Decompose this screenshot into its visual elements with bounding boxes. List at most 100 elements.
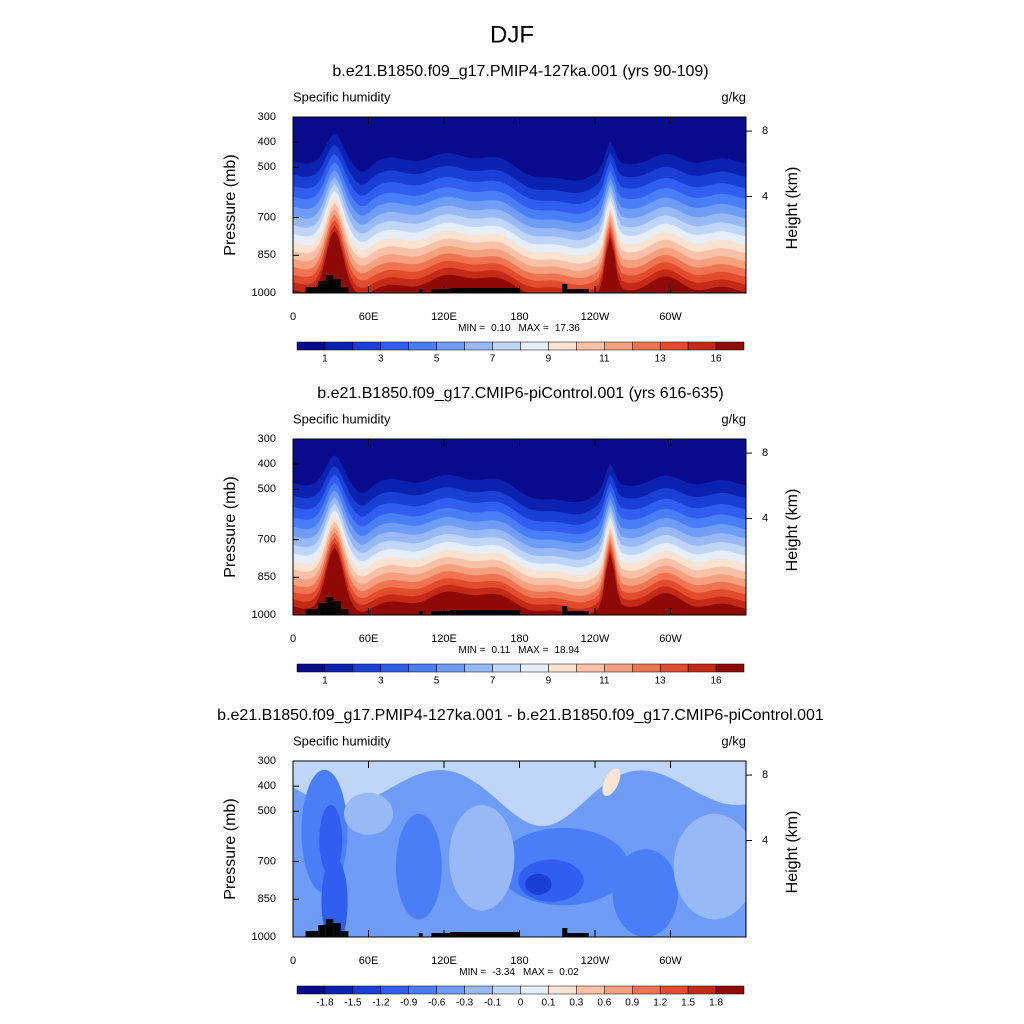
x-tick-label: 60W — [659, 633, 682, 645]
topography — [450, 610, 520, 615]
contour-fill — [293, 537, 746, 615]
y2-tick-label: 8 — [762, 125, 768, 137]
min-max: MIN = 0.10 MAX = 17.36 — [458, 323, 580, 334]
colorbar-box — [296, 663, 326, 673]
min-max-part: 0.11 — [491, 645, 510, 656]
colorbar-label: -1.5 — [344, 998, 362, 1009]
colorbar-label: 7 — [490, 354, 496, 365]
panel-title: b.e21.B1850.f09_g17.CMIP6-piControl.001 … — [317, 385, 723, 402]
topography — [340, 931, 349, 937]
panel-title: b.e21.B1850.f09_g17.PMIP4-127ka.001 (yrs… — [332, 63, 708, 80]
topography — [567, 933, 589, 937]
colorbar-label: 1.5 — [681, 998, 695, 1009]
y2-tick-label: 8 — [762, 769, 768, 781]
colorbar-label: 7 — [490, 676, 496, 687]
topography — [567, 611, 589, 615]
y-tick-label: 1000 — [252, 287, 276, 299]
topography — [562, 928, 568, 937]
colorbar-label: 16 — [711, 354, 723, 365]
colorbar-label: 0 — [518, 998, 524, 1009]
x-tick-label: 120E — [431, 633, 457, 645]
y-tick-label: 1000 — [252, 609, 276, 621]
left-title: Specific humidity — [293, 89, 391, 104]
colorbar-box — [464, 341, 493, 351]
topography — [340, 609, 349, 615]
colorbar-label: 13 — [655, 676, 667, 687]
x-tick-label: 120E — [431, 311, 457, 323]
colorbar-box — [687, 985, 717, 995]
y-axis-label: Pressure (mb) — [222, 798, 239, 899]
topography — [418, 611, 423, 615]
colorbar-label: 1 — [322, 676, 328, 687]
min-max-part: MAX = — [523, 967, 553, 978]
x-tick-label: 60W — [659, 311, 682, 323]
min-max-part: 17.36 — [555, 323, 580, 334]
colorbar-box — [632, 341, 661, 351]
colorbar-label: -1.2 — [372, 998, 390, 1009]
colorbar-box — [520, 985, 549, 995]
y2-tick-label: 8 — [762, 447, 768, 459]
contour-field — [293, 761, 746, 937]
colorbar-label: -0.1 — [484, 998, 502, 1009]
y-tick-label: 850 — [258, 249, 276, 261]
x-tick-label: 0 — [290, 633, 296, 645]
topography — [450, 932, 520, 937]
min-max-part: MIN = — [459, 967, 486, 978]
colorbar-box — [296, 341, 326, 351]
colorbar-box — [604, 341, 633, 351]
x-tick-label: 60E — [359, 311, 379, 323]
colorbar-label: 9 — [546, 354, 552, 365]
x-tick-label: 0 — [290, 311, 296, 323]
colorbar-box — [324, 985, 354, 995]
contour-field — [293, 117, 746, 293]
colorbar-box — [520, 341, 549, 351]
y-tick-label: 850 — [258, 893, 276, 905]
y-tick-label: 1000 — [252, 931, 276, 943]
topography — [318, 925, 326, 937]
left-title: Specific humidity — [293, 411, 391, 426]
colorbar-box — [687, 341, 717, 351]
x-tick-label: 60E — [359, 633, 379, 645]
contour-fill — [293, 219, 746, 293]
colorbar-label: 5 — [434, 354, 440, 365]
topography — [431, 611, 451, 615]
x-tick-label: 120W — [581, 955, 610, 967]
topography — [562, 606, 568, 615]
colorbar-label: -1.8 — [316, 998, 334, 1009]
colorbar-box — [715, 341, 745, 351]
contour-fill — [602, 768, 621, 797]
colorbar-label: 16 — [711, 676, 723, 687]
min-max-part: MIN = — [458, 645, 485, 656]
colorbar-label: 9 — [546, 676, 552, 687]
colorbar-label: 5 — [434, 676, 440, 687]
topography — [325, 597, 334, 615]
colorbar-box — [548, 985, 577, 995]
right-title: g/kg — [721, 733, 746, 748]
contour-fill — [293, 542, 746, 615]
colorbar-box — [548, 341, 577, 351]
min-max-part: MAX = — [518, 645, 548, 656]
colorbar-box — [436, 985, 465, 995]
y-tick-label: 300 — [258, 433, 276, 445]
topography — [418, 289, 423, 293]
topography — [340, 287, 349, 293]
colorbar-box — [436, 663, 465, 673]
y2-tick-label: 4 — [762, 512, 768, 524]
colorbar-label: 0.1 — [541, 998, 555, 1009]
min-max-part: 0.10 — [491, 323, 511, 334]
colorbar-label: 11 — [599, 354, 610, 365]
colorbar-box — [352, 341, 382, 351]
y-tick-label: 500 — [258, 805, 276, 817]
colorbar-box — [492, 663, 521, 673]
min-max-part: MIN = — [458, 323, 485, 334]
topography — [305, 287, 319, 293]
x-tick-label: 180 — [510, 955, 528, 967]
contour-fill — [293, 761, 746, 826]
colorbar-label: 11 — [599, 676, 610, 687]
y-axis-label: Pressure (mb) — [222, 154, 239, 255]
topography — [305, 609, 319, 615]
topography — [318, 281, 326, 293]
topography — [325, 275, 334, 293]
colorbar-box — [352, 985, 382, 995]
colorbar-box — [659, 341, 689, 351]
